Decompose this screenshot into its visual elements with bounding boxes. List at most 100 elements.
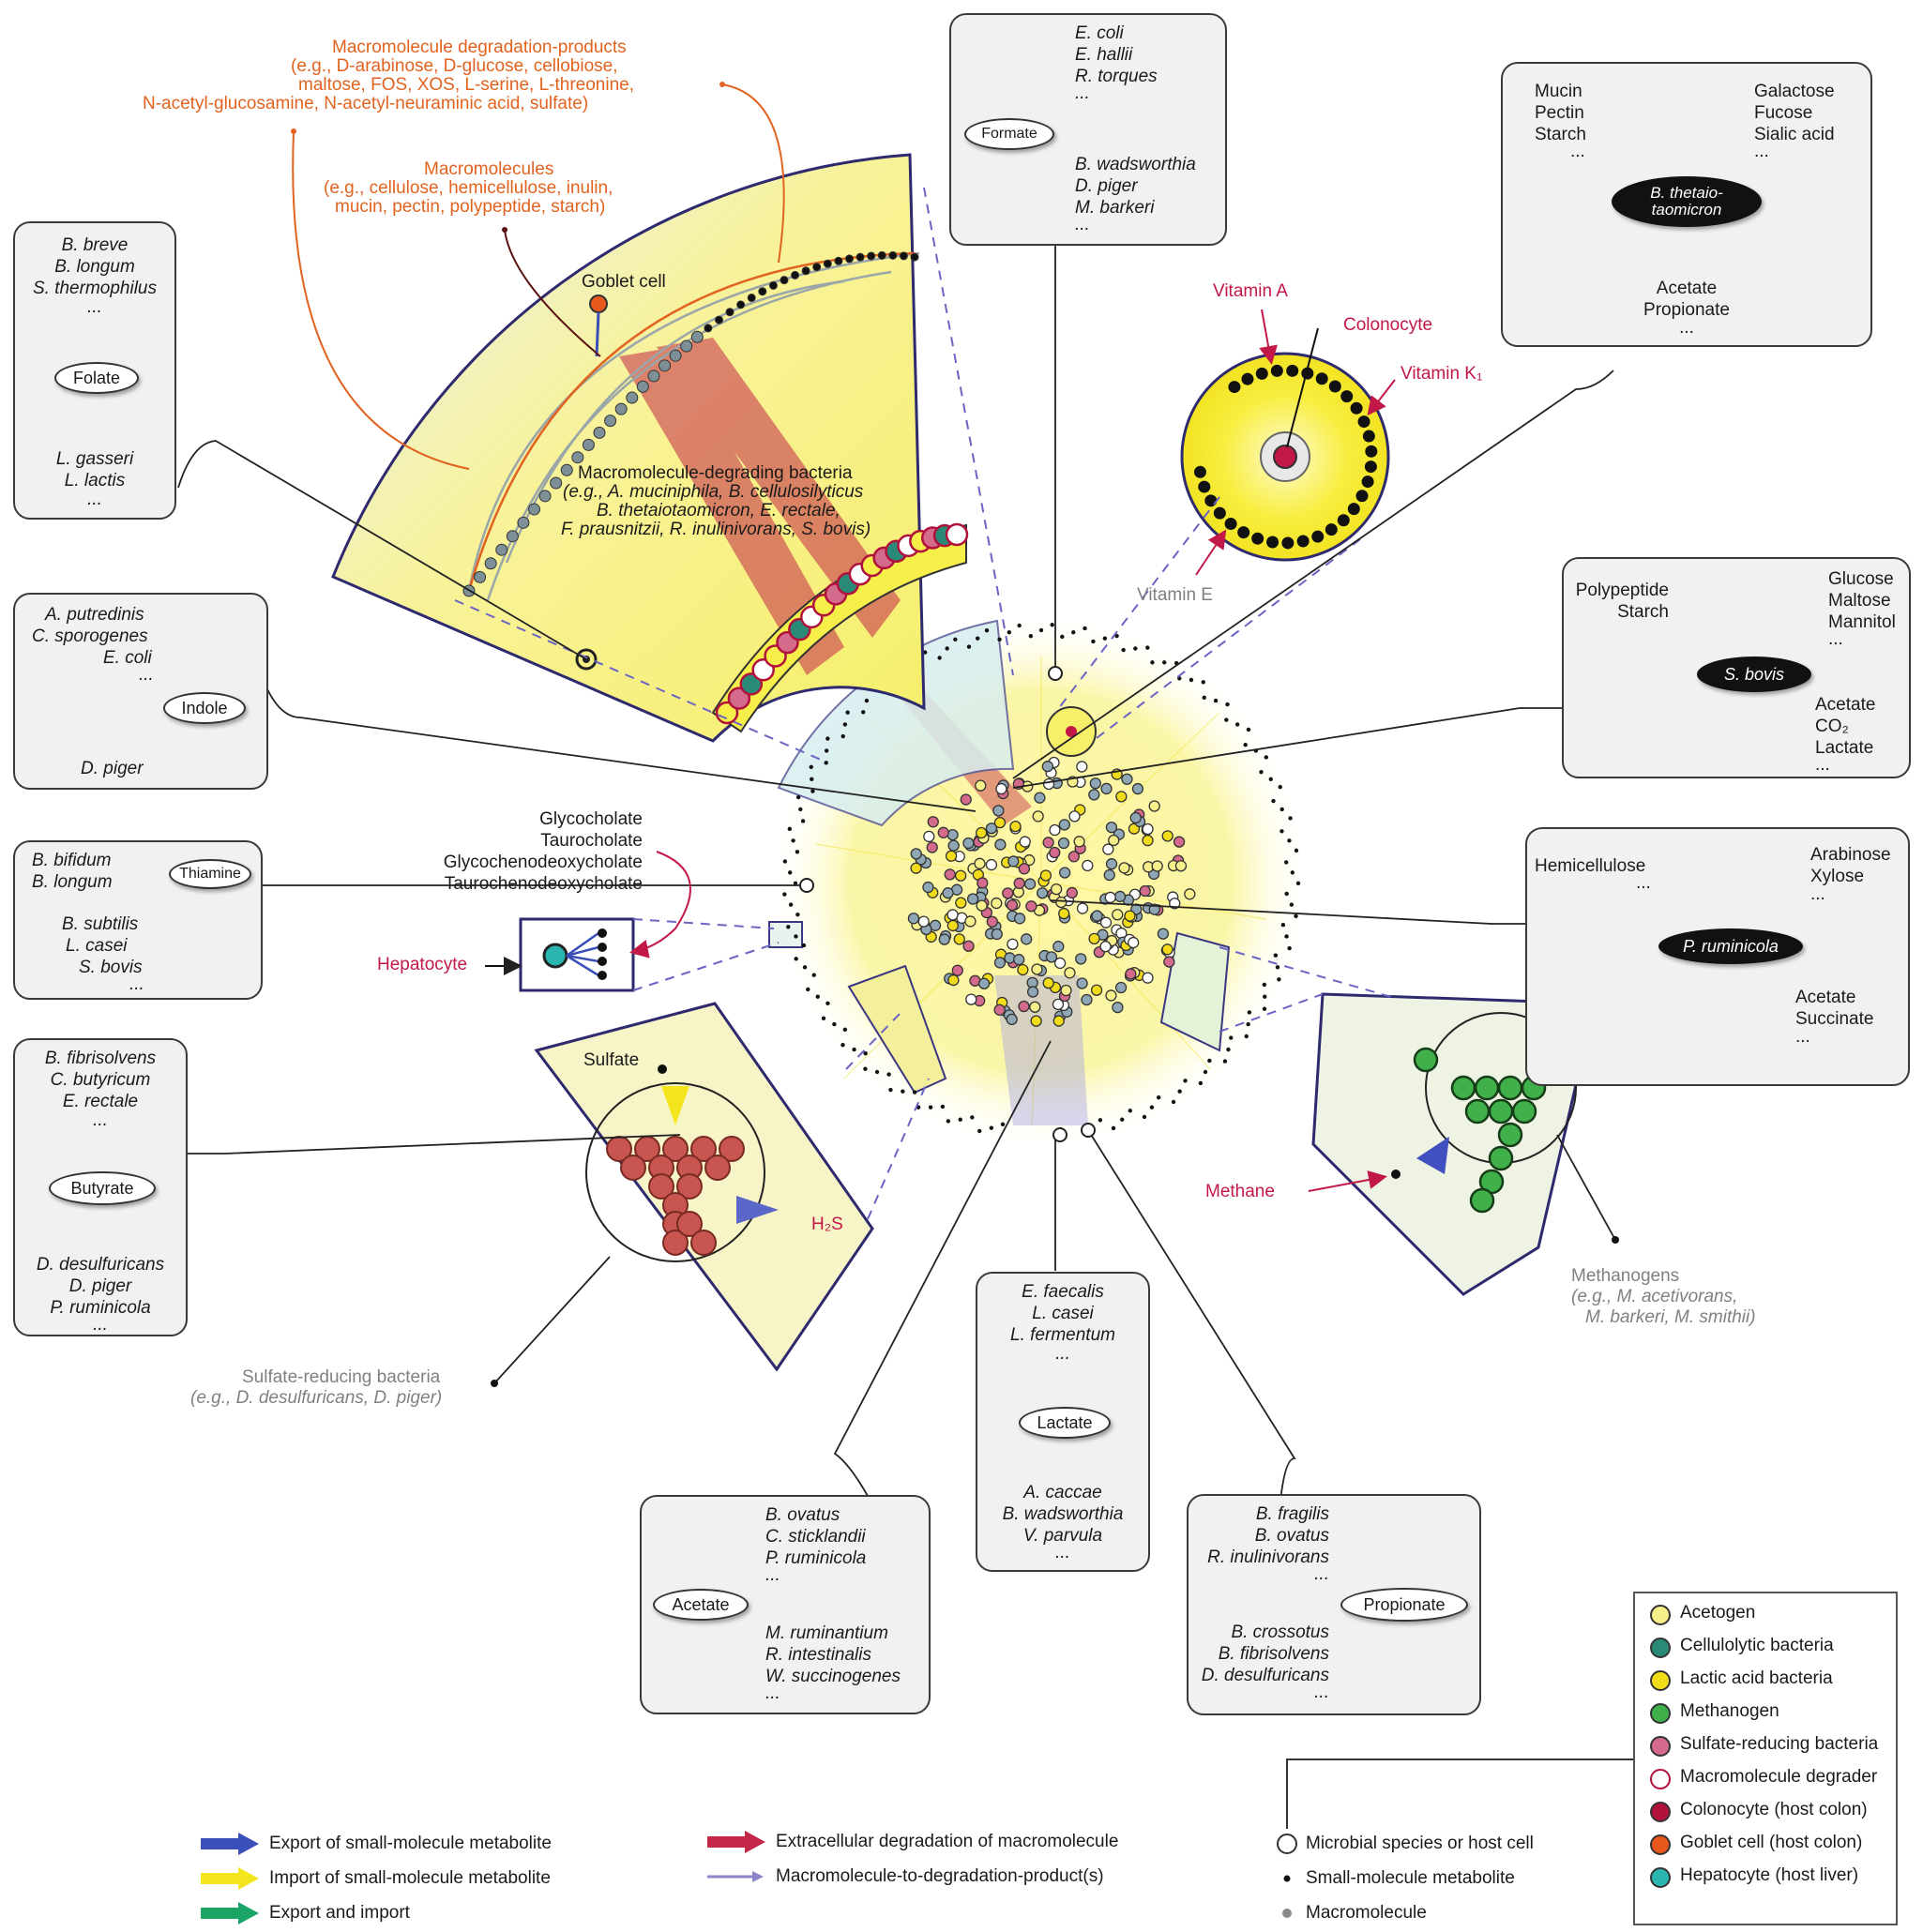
metabolite-dot [1171, 1099, 1176, 1105]
metabolite-dot [886, 1072, 891, 1077]
metabolite-dot [874, 1069, 880, 1075]
species-node [1076, 902, 1089, 914]
species-node [1075, 953, 1087, 965]
butyrate-producer-more: ... [93, 1110, 108, 1130]
acetate-box: B. ovatus C. sticklandii P. ruminicola .… [640, 1495, 931, 1714]
species-node [944, 868, 956, 881]
species-node [1021, 933, 1033, 945]
species-node [960, 793, 972, 806]
species-node [926, 841, 938, 853]
metabolite-dot [1142, 1114, 1147, 1120]
formate-producer-1: E. coli [1075, 23, 1124, 43]
metabolite-dot [794, 934, 798, 939]
metabolite-dot [1091, 639, 1096, 644]
vitamin-dot [1266, 536, 1279, 549]
methanogen-node [1511, 1098, 1537, 1124]
vitamin-dot [1328, 380, 1341, 393]
metabolite-dot [1145, 645, 1150, 650]
species-node [1157, 928, 1170, 940]
species-node [945, 850, 958, 862]
species-node [1026, 986, 1039, 998]
butyrate-metabolite: Butyrate [49, 1171, 156, 1205]
species-node [1006, 1013, 1018, 1026]
bile-acid-list: Glycocholate Taurocholate Glycochenodeox… [417, 808, 643, 895]
legend-swatch [1650, 1802, 1671, 1822]
metabolite-dot [946, 1119, 951, 1124]
species-node [1108, 834, 1120, 847]
species-node [991, 928, 1003, 941]
species-node [977, 977, 991, 989]
metabolite-dot [787, 870, 793, 875]
metabolite-dot [970, 1115, 975, 1120]
folate-producer-2: B. longum [54, 257, 135, 277]
wedge-dot [747, 294, 756, 303]
species-node [1049, 846, 1061, 859]
species-node [1131, 782, 1144, 795]
edge-legend-label: Extracellular degradation of macromolecu… [776, 1832, 1119, 1851]
metabolite-dot [922, 650, 928, 655]
metabolite-dot [888, 1087, 893, 1093]
acetate-metabolite: Acetate [653, 1589, 749, 1621]
wedge-dot [647, 370, 660, 383]
acetate-consumer-2: R. intestinalis [765, 1645, 871, 1665]
degraders-line2: B. thetaiotaomicron, E. rectale, [597, 501, 840, 521]
prum-organism: P. ruminicola [1658, 928, 1803, 964]
metabolite-dot [810, 789, 815, 793]
theta-input-right-1: Galactose [1754, 82, 1835, 101]
prum-input-right-more: ... [1810, 884, 1825, 904]
vitamin-dot [1357, 415, 1370, 429]
wedge-dot [856, 252, 865, 262]
sbovis-input-left-2: Starch [1617, 602, 1669, 622]
theta-input-left-3: Starch [1535, 125, 1586, 144]
vitamin-e-label: Vitamin E [1137, 585, 1213, 605]
legend-swatch [1650, 1670, 1671, 1691]
sbovis-output-3: Lactate [1815, 738, 1874, 758]
degrader-red-fan [619, 338, 901, 675]
species-node [1091, 910, 1103, 922]
folate-consumer-1: L. gasseri [55, 449, 134, 469]
legend-swatch [1650, 1703, 1671, 1724]
metabolite-dot [1294, 848, 1299, 853]
vitamin-dot [1340, 390, 1354, 403]
methanogen-node [1469, 1187, 1495, 1214]
node-legend-label: Sulfate-reducing bacteria [1680, 1734, 1879, 1754]
wedge-dot [780, 276, 789, 285]
vitamin-dot [1315, 372, 1328, 385]
methanogen-node [1488, 1098, 1514, 1124]
species-node [1112, 1001, 1124, 1014]
metabolite-dot [1234, 722, 1240, 727]
species-node [1088, 932, 1100, 945]
lactate-producer-3: L. fermentum [1010, 1325, 1115, 1345]
degradation-products-line2: maltose, FOS, XOS, L-serine, L-threonine… [298, 75, 634, 95]
edge-legend-label: Macromolecule-to-degradation-product(s) [776, 1866, 1104, 1886]
species-node [938, 933, 950, 945]
butyrate-consumer-1: D. desulfuricans [36, 1255, 165, 1275]
species-node [1102, 843, 1114, 855]
metabolite-dot [1149, 1105, 1155, 1109]
srb-zoom-circle [585, 1082, 765, 1262]
metabolite-dot [795, 912, 800, 917]
metabolite-dot [953, 637, 958, 641]
macromolecule-degrader-nodes [715, 522, 969, 725]
metabolite-dot [798, 807, 803, 812]
formate-consumer-more: ... [1075, 215, 1090, 234]
species-node [907, 913, 920, 925]
species-node [1105, 858, 1118, 870]
metabolite-dot [1263, 994, 1267, 999]
shape-legend-swatch [1277, 1834, 1297, 1854]
metabolite-dot [1222, 1059, 1228, 1064]
species-node [1013, 913, 1026, 925]
prum-input-right-2: Xylose [1810, 867, 1865, 886]
species-node [1127, 936, 1140, 949]
acetate-producer-1: B. ovatus [765, 1505, 840, 1525]
prum-output-more: ... [1795, 1027, 1810, 1047]
wedge-dot [867, 251, 876, 261]
folate-producer-more: ... [87, 297, 102, 317]
folate-box: B. breve B. longum S. thermophilus ... F… [13, 221, 176, 520]
species-node [922, 881, 934, 894]
species-node [992, 805, 1005, 817]
formate-consumer-1: B. wadsworthia [1075, 155, 1196, 174]
prum-output-2: Succinate [1795, 1009, 1874, 1029]
species-node [910, 862, 922, 874]
acetate-consumer-1: M. ruminantium [765, 1623, 888, 1643]
